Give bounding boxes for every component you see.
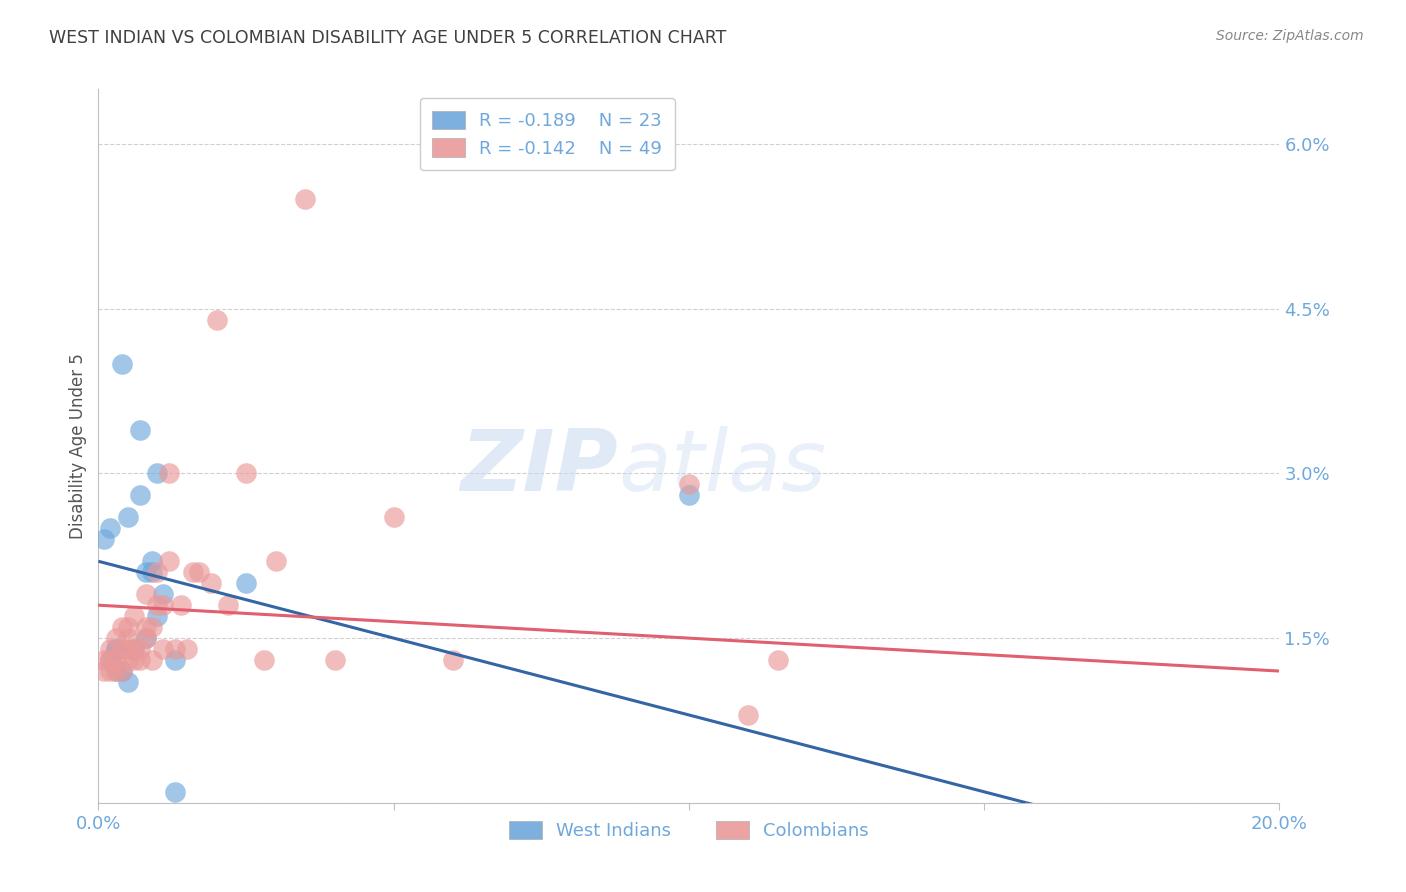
Point bbox=[128, 488, 150, 502]
Point bbox=[382, 510, 405, 524]
Point bbox=[117, 653, 139, 667]
Point bbox=[105, 631, 128, 645]
Point bbox=[441, 653, 464, 667]
Point bbox=[766, 653, 789, 667]
Point bbox=[98, 521, 121, 535]
Point bbox=[111, 642, 134, 657]
Text: WEST INDIAN VS COLOMBIAN DISABILITY AGE UNDER 5 CORRELATION CHART: WEST INDIAN VS COLOMBIAN DISABILITY AGE … bbox=[49, 29, 727, 47]
Point bbox=[105, 642, 128, 657]
Point bbox=[146, 598, 169, 612]
Legend: West Indians, Colombians: West Indians, Colombians bbox=[502, 814, 876, 847]
Point bbox=[264, 554, 287, 568]
Point bbox=[122, 653, 145, 667]
Point bbox=[93, 533, 115, 547]
Point bbox=[117, 620, 139, 634]
Point bbox=[141, 653, 163, 667]
Point bbox=[93, 653, 115, 667]
Point bbox=[117, 675, 139, 690]
Y-axis label: Disability Age Under 5: Disability Age Under 5 bbox=[69, 353, 87, 539]
Point bbox=[122, 609, 145, 624]
Point bbox=[93, 664, 115, 678]
Point bbox=[187, 566, 209, 580]
Point bbox=[98, 653, 121, 667]
Point bbox=[165, 785, 187, 799]
Point bbox=[678, 488, 700, 502]
Point bbox=[135, 620, 157, 634]
Point bbox=[111, 664, 134, 678]
Point bbox=[98, 653, 121, 667]
Point bbox=[141, 566, 163, 580]
Point bbox=[117, 631, 139, 645]
Point bbox=[146, 609, 169, 624]
Text: ZIP: ZIP bbox=[460, 425, 619, 509]
Point bbox=[111, 620, 134, 634]
Point bbox=[135, 566, 157, 580]
Point bbox=[152, 587, 174, 601]
Point bbox=[737, 708, 759, 723]
Point bbox=[200, 576, 222, 591]
Point bbox=[157, 467, 180, 481]
Point bbox=[678, 477, 700, 491]
Point bbox=[146, 566, 169, 580]
Point bbox=[135, 631, 157, 645]
Point bbox=[128, 653, 150, 667]
Point bbox=[205, 312, 228, 326]
Point bbox=[141, 554, 163, 568]
Point bbox=[323, 653, 346, 667]
Point bbox=[235, 576, 257, 591]
Point bbox=[105, 642, 128, 657]
Point bbox=[176, 642, 198, 657]
Point bbox=[294, 192, 316, 206]
Point bbox=[105, 653, 128, 667]
Point bbox=[117, 510, 139, 524]
Point bbox=[157, 554, 180, 568]
Point bbox=[117, 642, 139, 657]
Point bbox=[111, 357, 134, 371]
Point bbox=[181, 566, 204, 580]
Point bbox=[98, 664, 121, 678]
Point bbox=[165, 653, 187, 667]
Point bbox=[98, 642, 121, 657]
Point bbox=[128, 423, 150, 437]
Point bbox=[170, 598, 193, 612]
Point bbox=[135, 587, 157, 601]
Point bbox=[152, 642, 174, 657]
Point bbox=[146, 467, 169, 481]
Point bbox=[152, 598, 174, 612]
Point bbox=[235, 467, 257, 481]
Point bbox=[111, 664, 134, 678]
Point bbox=[105, 664, 128, 678]
Point bbox=[105, 664, 128, 678]
Point bbox=[165, 642, 187, 657]
Point bbox=[135, 631, 157, 645]
Point bbox=[128, 642, 150, 657]
Point bbox=[253, 653, 276, 667]
Point bbox=[217, 598, 239, 612]
Text: Source: ZipAtlas.com: Source: ZipAtlas.com bbox=[1216, 29, 1364, 44]
Point bbox=[122, 642, 145, 657]
Point bbox=[141, 620, 163, 634]
Point bbox=[122, 642, 145, 657]
Text: atlas: atlas bbox=[619, 425, 827, 509]
